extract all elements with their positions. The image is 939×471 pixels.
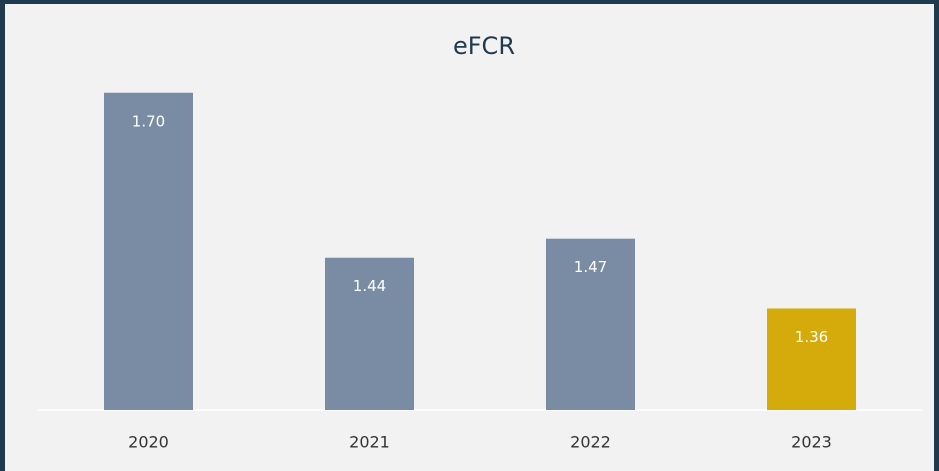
data-label: 1.44	[353, 277, 386, 295]
bar	[325, 257, 414, 410]
data-label: 1.47	[574, 258, 607, 276]
x-tick-label: 2022	[570, 433, 611, 452]
data-label: 1.70	[132, 112, 165, 130]
bar	[104, 92, 193, 410]
x-tick-label: 2023	[791, 433, 832, 452]
chart-title: eFCR	[453, 32, 515, 60]
data-label: 1.36	[795, 328, 828, 346]
x-tick-label: 2021	[349, 433, 390, 452]
bar	[767, 308, 856, 410]
x-tick-label: 2020	[128, 433, 169, 452]
bar	[546, 238, 635, 410]
